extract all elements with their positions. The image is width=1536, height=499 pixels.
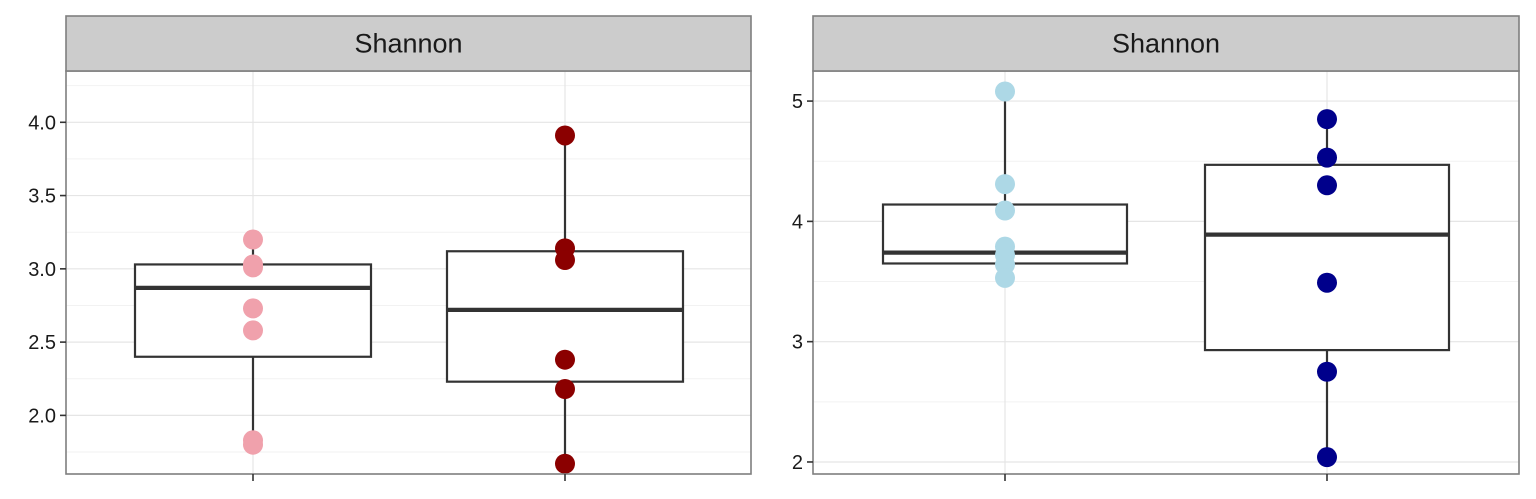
box-group-1 xyxy=(881,81,1129,288)
data-point xyxy=(995,174,1015,195)
y-tick-label: 5 xyxy=(792,91,803,113)
panel-2: Shannon 2 3 4 5 xyxy=(792,15,1520,481)
data-point xyxy=(555,453,575,474)
facet-strip xyxy=(812,15,1520,72)
y-tick-label: 2.0 xyxy=(28,405,56,427)
data-point xyxy=(995,267,1015,288)
panel-1: Shannon 2.0 2.5 3.0 3.5 4.0 xyxy=(28,15,752,481)
data-point xyxy=(1317,147,1337,168)
data-point xyxy=(243,298,263,319)
y-tick-label: 2 xyxy=(792,452,803,474)
y-tick-label: 4.0 xyxy=(28,112,56,134)
y-tick-label: 3.5 xyxy=(28,186,56,208)
data-point xyxy=(1317,361,1337,382)
box-group-2 xyxy=(1203,109,1451,468)
box-group-2 xyxy=(445,125,685,474)
data-point xyxy=(1317,447,1337,468)
box-iqr xyxy=(1203,163,1451,352)
data-point xyxy=(243,229,263,250)
data-point xyxy=(243,434,263,455)
data-point xyxy=(555,379,575,400)
facet-strip-label: Shannon xyxy=(354,29,462,59)
data-point xyxy=(555,250,575,271)
box-group-1 xyxy=(133,229,373,455)
data-point xyxy=(243,320,263,341)
data-point xyxy=(1317,175,1337,196)
y-tick-label: 3 xyxy=(792,332,803,354)
data-point xyxy=(243,257,263,278)
facet-strip xyxy=(65,15,752,72)
facet-strip-label: Shannon xyxy=(1112,29,1220,59)
y-tick-label: 3.0 xyxy=(28,259,56,281)
data-point xyxy=(555,349,575,370)
data-point xyxy=(995,81,1015,102)
data-point xyxy=(995,200,1015,221)
y-tick-label: 4 xyxy=(792,211,803,233)
data-point xyxy=(1317,109,1337,130)
y-tick-label: 2.5 xyxy=(28,332,56,354)
data-point xyxy=(1317,272,1337,293)
data-point xyxy=(555,125,575,146)
